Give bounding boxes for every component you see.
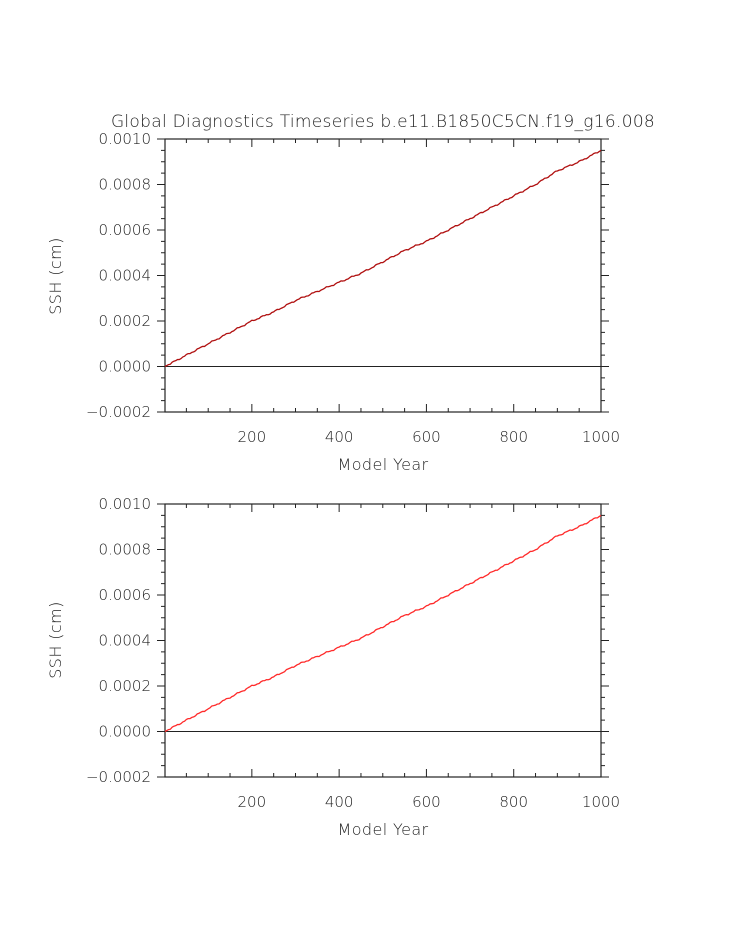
top-x-tick-label: 200	[238, 428, 267, 446]
top-panel: 200 400 600 800 1000 −0.0002 0.0000 0.0002 0.000…	[46, 130, 620, 474]
bottom-y-tick-label: −0.0002	[86, 768, 151, 786]
top-y-tick-label: 0.0010	[99, 130, 152, 148]
bottom-plot-frame	[164, 503, 602, 778]
bottom-x-tick-label: 600	[412, 793, 441, 811]
top-x-tick-label: 400	[325, 428, 354, 446]
bottom-panel-marks: 200 400 600 800 1000 −0.0002 0.0000 0.0002 0.000…	[86, 495, 620, 811]
top-y-tick-label: −0.0002	[86, 403, 151, 421]
top-x-tick-label: 1000	[582, 428, 620, 446]
bottom-x-tick-label: 1000	[582, 793, 620, 811]
top-y-tick-label: 0.0008	[99, 176, 152, 194]
top-y-tick-label: 0.0002	[99, 312, 152, 330]
top-x-tick-label: 600	[412, 428, 441, 446]
top-y-tick-label: 0.0004	[99, 267, 152, 285]
bottom-x-tick-label: 400	[325, 793, 354, 811]
top-x-tick-label: 800	[499, 428, 528, 446]
top-y-axis-label: SSH (cm)	[46, 237, 65, 315]
top-plot-frame	[164, 138, 602, 413]
bottom-y-tick-label: 0.0002	[99, 677, 152, 695]
bottom-series-line-ssh	[164, 514, 602, 733]
top-y-tick-label: 0.0000	[99, 358, 152, 376]
bottom-y-axis-label: SSH (cm)	[46, 601, 65, 679]
top-panel-marks: 200 400 600 800 1000 −0.0002 0.0000 0.0002 0.000…	[86, 130, 620, 446]
bottom-x-axis-label: Model Year	[338, 820, 429, 839]
top-series-line-ssh	[164, 149, 602, 368]
bottom-y-tick-label: 0.0000	[99, 723, 152, 741]
bottom-panel: 200 400 600 800 1000 −0.0002 0.0000 0.0002 0.000…	[46, 495, 620, 839]
top-x-axis-label: Model Year	[338, 455, 429, 474]
top-y-tick-label: 0.0006	[99, 221, 152, 239]
bottom-x-tick-label: 800	[499, 793, 528, 811]
bottom-x-tick-label: 200	[238, 793, 267, 811]
bottom-y-tick-label: 0.0004	[99, 632, 152, 650]
chart-title: Global Diagnostics Timeseries b.e11.B185…	[111, 112, 655, 132]
bottom-y-tick-label: 0.0006	[99, 586, 152, 604]
bottom-y-tick-label: 0.0010	[99, 495, 152, 513]
bottom-y-tick-label: 0.0008	[99, 541, 152, 559]
